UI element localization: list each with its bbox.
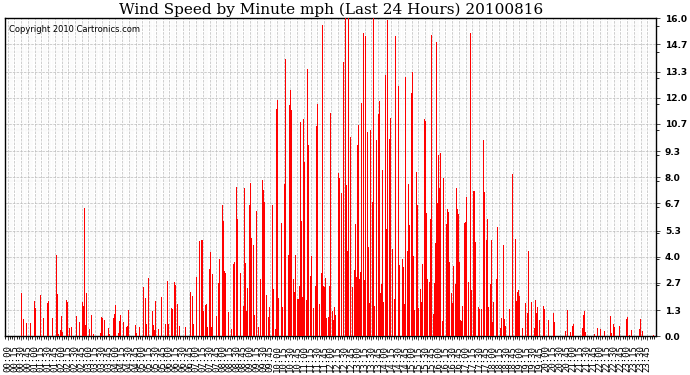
Text: Copyright 2010 Cartronics.com: Copyright 2010 Cartronics.com: [9, 25, 139, 34]
Title: Wind Speed by Minute mph (Last 24 Hours) 20100816: Wind Speed by Minute mph (Last 24 Hours)…: [119, 3, 543, 17]
